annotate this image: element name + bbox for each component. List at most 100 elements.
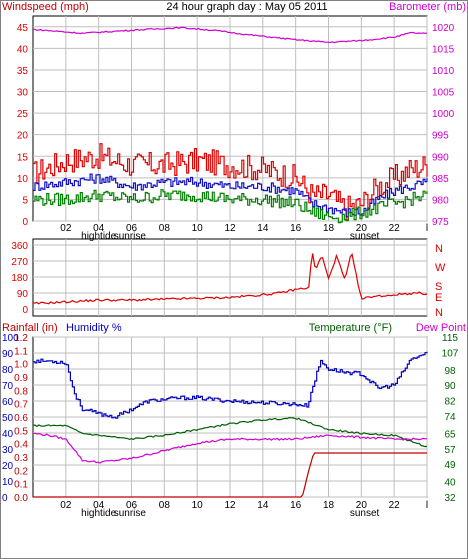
panel-temperature-series — [32, 351, 428, 498]
baro-tick-label: 975 — [432, 217, 449, 228]
compass-N: N — [435, 307, 443, 319]
x-tick-label: 20 — [356, 500, 368, 511]
rain-series — [33, 452, 427, 498]
rain-tick-label: 0.7 — [14, 400, 28, 411]
baro-tick-label: 985 — [432, 174, 449, 185]
baro-tick-label: 1005 — [432, 88, 455, 99]
x-tick-label: 08 — [159, 223, 171, 234]
rain-tick-label: 0.5 — [14, 426, 28, 437]
x-tick-label: 12 — [224, 500, 236, 511]
humidity-tick-label: 40 — [2, 429, 14, 440]
temperature-tick-label: 98 — [444, 366, 456, 377]
avg-series — [33, 189, 428, 224]
marker-hightide: hightide — [81, 231, 116, 242]
baro-tick-label: 1000 — [432, 109, 455, 120]
humidity-series — [33, 351, 428, 419]
rain-tick-label: 0.2 — [14, 466, 28, 477]
temperature-axis-ticks: 32 40 49 57 65 74 82 90 98 107 115 — [442, 333, 459, 504]
baro-tick-label: 980 — [432, 195, 449, 206]
rain-tick-label: 1.0 — [14, 360, 28, 371]
temperature-tick-label: 74 — [444, 412, 456, 423]
humidity-tick-label: 0 — [2, 493, 8, 504]
x-tick-label: 06 — [126, 223, 138, 234]
x-tick-label: l — [426, 500, 428, 511]
baro-axis-ticks: 975 980 985 990 995 1000 1005 1010 1015 1020 — [432, 23, 455, 228]
rain-tick-label: 0.9 — [14, 373, 28, 384]
dewpoint-axis-label: Dew Point — [416, 322, 466, 334]
temperature-tick-label: 65 — [444, 429, 456, 440]
x-tick-label: l — [426, 223, 428, 234]
wind-tick-label: 45 — [17, 23, 29, 34]
x-tick-label: 22 — [389, 500, 401, 511]
rain-tick-label: 0.0 — [14, 493, 28, 504]
rain-tick-label: 1.2 — [14, 333, 28, 344]
direction-tick-label: 90 — [17, 289, 29, 300]
humidity-tick-label: 80 — [2, 365, 14, 376]
baro-tick-label: 1015 — [432, 44, 455, 55]
x-tick-label: 02 — [60, 500, 72, 511]
gust-series — [33, 173, 428, 218]
compass-S: S — [435, 281, 442, 293]
compass-W: W — [435, 262, 446, 274]
x-tick-label: 12 — [224, 223, 236, 234]
direction-tick-label: 0 — [22, 305, 28, 316]
windspeed-axis-label: Windspeed (mph) — [2, 1, 89, 13]
dew-series — [32, 432, 428, 464]
direction-tick-label: 360 — [11, 241, 28, 252]
direction-tick-label: 180 — [11, 273, 28, 284]
rain-tick-label: 0.4 — [14, 440, 28, 451]
temperature-tick-label: 32 — [444, 493, 456, 504]
humidity-tick-label: 70 — [2, 381, 14, 392]
wind-tick-label: 30 — [17, 88, 29, 99]
x-tick-label: 14 — [257, 500, 269, 511]
baro-tick-label: 990 — [432, 152, 449, 163]
panel-wind-grid — [33, 16, 428, 222]
humidity-tick-label: 60 — [2, 397, 14, 408]
x-tick-label: 10 — [192, 223, 204, 234]
temperature-tick-label: 107 — [442, 348, 459, 359]
direction-series — [32, 252, 428, 305]
x-tick-label: 14 — [257, 223, 269, 234]
marker-sunrise: sunrise — [114, 508, 147, 519]
compass-E: E — [435, 292, 442, 304]
x-tick-label: 04 — [93, 500, 105, 511]
temperature-tick-label: 40 — [444, 478, 456, 489]
temperature-tick-label: 90 — [444, 381, 456, 392]
rain-tick-label: 0.6 — [14, 413, 28, 424]
x-tick-label: 02 — [60, 223, 72, 234]
temperature-tick-label: 82 — [444, 397, 456, 408]
panel-wind-series — [33, 26, 428, 224]
wind-tick-label: 25 — [17, 109, 29, 120]
humidity-axis-ticks: 0 10 20 30 40 50 60 70 80 90 100 — [2, 333, 19, 504]
temperature-tick-label: 49 — [444, 460, 456, 471]
x-tick-label: 10 — [192, 500, 204, 511]
wind-tick-label: 5 — [22, 195, 28, 206]
humidity-tick-label: 90 — [2, 349, 14, 360]
marker-sunrise: sunrise — [114, 231, 147, 242]
marker-sunset: sunset — [350, 508, 380, 519]
baro-series — [33, 26, 428, 44]
wind-tick-label: 40 — [17, 44, 29, 55]
humidity-tick-label: 20 — [2, 461, 14, 472]
rain-tick-label: 0.8 — [14, 386, 28, 397]
wind-axis-ticks: 0 5 10 15 20 25 30 35 40 45 — [17, 23, 29, 228]
direction-axis-ticks: 0 90 180 270 360 — [11, 241, 28, 316]
x-tick-label: 16 — [290, 223, 302, 234]
panel-temperature-grid — [33, 336, 428, 498]
rain-tick-label: 0.1 — [14, 480, 28, 491]
x-tick-label: 18 — [323, 223, 335, 234]
panel-direction-series — [32, 252, 428, 305]
temp-series — [33, 416, 428, 448]
temperature-tick-label: 57 — [444, 445, 456, 456]
humidity-tick-label: 30 — [2, 445, 14, 456]
temperature-axis-label: Temperature (°F) — [309, 322, 392, 334]
panel-direction-grid — [33, 239, 428, 316]
x-tick-label: 16 — [290, 500, 302, 511]
x-tick-label: 22 — [389, 223, 401, 234]
wind-tick-label: 20 — [17, 131, 29, 142]
wind-series — [33, 143, 428, 221]
